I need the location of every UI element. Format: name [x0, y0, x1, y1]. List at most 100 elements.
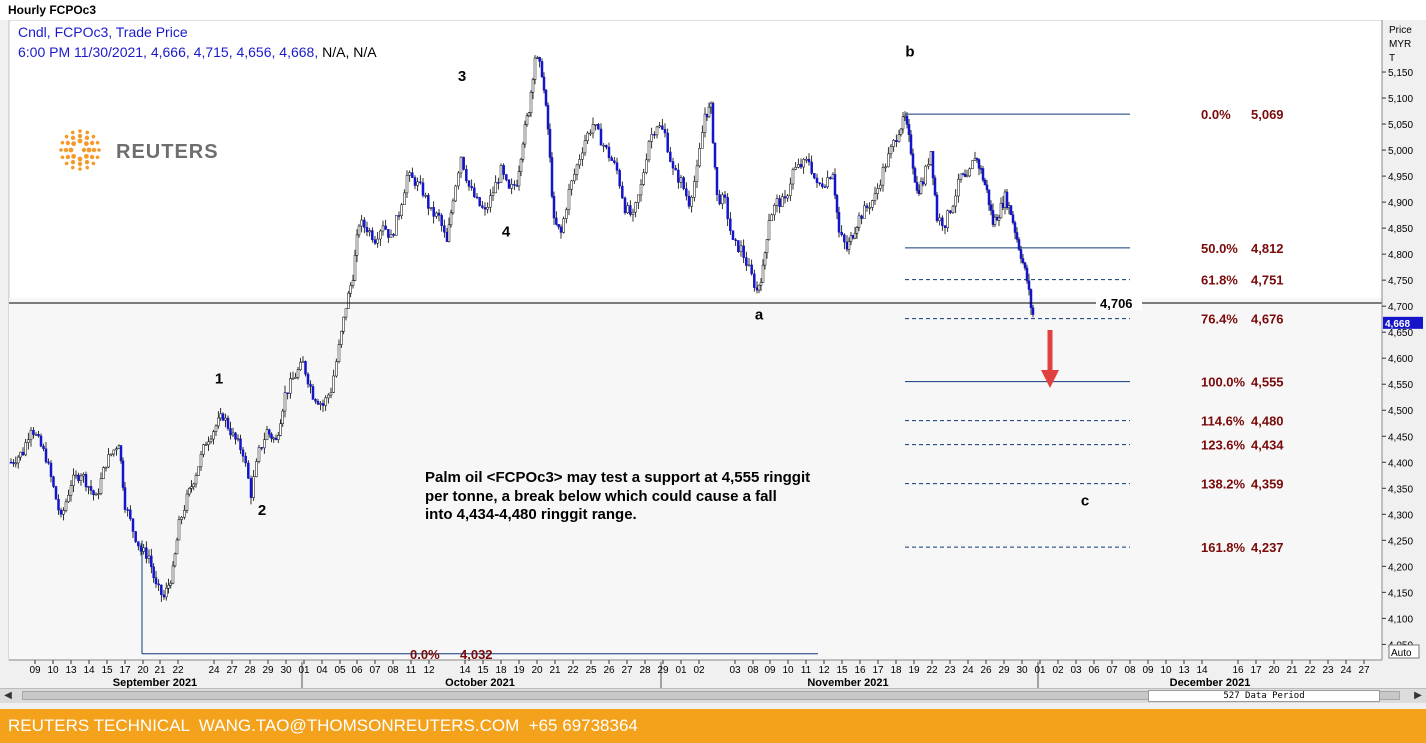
candle [658, 125, 661, 128]
candle [82, 474, 85, 477]
candle [89, 486, 93, 491]
time-tick-label: 20 [531, 665, 543, 676]
scroll-left-icon[interactable]: ◀ [4, 690, 12, 701]
time-tick-label: 01 [1034, 665, 1046, 676]
horizontal-scrollbar[interactable]: ◀ ▶ [0, 688, 1426, 703]
candle [557, 224, 560, 228]
candle [445, 231, 449, 242]
candle [9, 462, 13, 464]
auto-scale-button[interactable] [1388, 644, 1420, 659]
time-tick-label: 11 [801, 665, 812, 676]
price-tick-label: 5,000 [1388, 146, 1413, 157]
time-tick-label: 23 [944, 665, 956, 676]
candle [371, 230, 374, 240]
candle [946, 210, 949, 228]
candle [165, 587, 168, 598]
candle [277, 435, 280, 440]
candle [340, 331, 343, 345]
candle [270, 433, 273, 439]
time-tick-label: 10 [1160, 665, 1172, 676]
time-tick-label: 20 [1268, 665, 1280, 676]
candle [424, 194, 427, 197]
candle [791, 169, 795, 185]
fib-level-value: 5,069 [1251, 107, 1284, 122]
candle [115, 448, 118, 451]
candle [67, 494, 70, 503]
candle [97, 493, 100, 495]
logo-dot [71, 141, 77, 147]
candle [342, 316, 345, 332]
candle [319, 403, 322, 405]
candle [677, 169, 680, 183]
month-label: September 2021 [113, 677, 197, 688]
candle [897, 134, 901, 142]
candle [1013, 222, 1017, 233]
candle [192, 483, 195, 487]
base-level-pct: 0.0% [410, 647, 440, 662]
candle [39, 435, 43, 447]
candle [419, 181, 422, 184]
candle [663, 129, 667, 134]
candle [538, 57, 541, 62]
logo-dot [60, 155, 65, 160]
candle [941, 217, 944, 226]
candle [907, 124, 911, 135]
candle [314, 399, 317, 402]
candle [27, 439, 30, 443]
candle [655, 126, 659, 136]
candle [607, 146, 611, 158]
candle [637, 194, 640, 203]
price-chart[interactable]: 0.0% 5,069 50.0% 4,812 61.8% 4,751 76.4% 4,676 1… [0, 20, 1426, 688]
scroll-thumb[interactable] [22, 691, 1400, 700]
month-separators [301, 662, 1039, 688]
candle [985, 184, 989, 191]
fib-level-pct: 123.6% [1201, 438, 1246, 453]
reuters-logo-mark-icon [59, 129, 101, 171]
time-tick-label: 22 [172, 665, 184, 676]
time-tick-label: 08 [387, 665, 399, 676]
candle [483, 207, 487, 210]
logo-dot [70, 130, 75, 135]
price-tick-label: 5,050 [1388, 120, 1413, 131]
time-axis[interactable]: 09 10 13 14 15 17 20 21 22 24 27 28 29 30 01 04 05 06 07 08… [9, 659, 1382, 688]
candle [87, 486, 90, 488]
fib-level-pct: 138.2% [1201, 477, 1246, 492]
candle [109, 453, 113, 456]
candle [400, 204, 403, 216]
candle [642, 172, 645, 185]
candle [935, 194, 939, 221]
price-axis[interactable]: 4,0504,1004,1504,2004,2504,3004,3504,400… [1381, 20, 1423, 660]
candle [618, 170, 621, 187]
candle [126, 509, 129, 511]
candle [207, 441, 210, 445]
candle [274, 437, 278, 440]
candle [299, 361, 302, 370]
candle [351, 280, 355, 286]
candle [152, 566, 155, 578]
time-tick-label: 27 [1358, 665, 1370, 676]
candle [54, 486, 58, 500]
candle [1011, 214, 1015, 223]
candle [16, 456, 20, 464]
candle [831, 174, 835, 180]
candle [873, 193, 877, 201]
candle [77, 474, 80, 481]
candle [173, 553, 177, 567]
candle [884, 166, 887, 169]
candle [52, 476, 55, 487]
candle [324, 397, 327, 406]
candle [34, 434, 38, 436]
time-tick-label: 05 [334, 665, 346, 676]
logo-dot [91, 134, 96, 139]
candle [685, 188, 688, 197]
candle [881, 167, 885, 186]
candle [991, 210, 995, 225]
time-tick-label: 21 [549, 665, 561, 676]
candle [379, 230, 382, 240]
candle [645, 159, 648, 173]
candle [357, 225, 361, 236]
candle [202, 444, 205, 455]
candle [849, 235, 853, 242]
scroll-right-icon[interactable]: ▶ [1414, 690, 1422, 701]
data-period-label: 527 Data Period [1148, 690, 1380, 702]
